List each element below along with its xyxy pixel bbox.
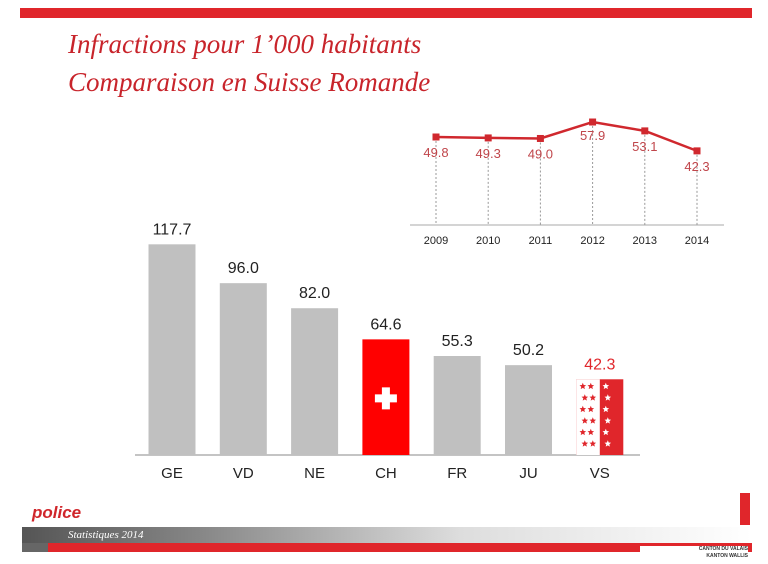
title-line-1: Infractions pour 1’000 habitants [68,29,422,59]
top-bar [20,8,752,18]
footer-dark-block [22,543,48,552]
canton-label: CANTON DU VALAIS KANTON WALLIS [640,546,748,560]
data-point [641,127,649,135]
data-point [484,134,492,142]
category-label: GE [161,465,183,482]
valais-star-icon [604,417,612,424]
data-point [432,133,440,141]
bar-NE [291,308,339,455]
title-line-2: Comparaison en Suisse Romande [68,67,431,97]
bar-FR [433,356,481,455]
bar-value-label: 82.0 [299,285,330,302]
data-point [536,134,544,142]
valais-star-icon [581,394,589,401]
data-point [693,147,701,155]
valais-star-icon [602,428,610,436]
bar-value-label: 64.6 [370,316,401,333]
valais-star-icon [587,382,595,390]
bar-value-label: 55.3 [442,333,473,350]
point-value-label: 53.1 [632,139,657,154]
valais-star-icon [589,417,597,424]
point-value-label: 57.9 [580,128,605,143]
year-label: 2011 [529,235,553,247]
footer-red-bar [48,543,752,552]
valais-star-icon [602,405,610,413]
valais-star-icon [604,440,612,447]
category-label: JU [519,465,537,482]
valais-star-icon [587,428,595,436]
trend-line [435,120,698,153]
footer-subtitle: Statistiques 2014 [68,529,144,541]
category-label: VS [590,465,610,482]
valais-star-icon [579,405,587,413]
bar-GE [148,244,196,455]
valais-white-half [576,379,600,455]
point-value-label: 42.3 [684,159,709,174]
valais-star-icon [589,394,597,401]
swiss-cross-icon [374,394,397,403]
valais-star-icon [587,405,595,413]
year-label: 2013 [633,235,657,247]
year-label: 2014 [685,235,709,247]
canton-line-2: KANTON WALLIS [706,553,748,559]
year-label: 2009 [424,235,448,247]
data-point [589,118,597,126]
point-value-label: 49.8 [423,145,448,160]
valais-star-icon [579,382,587,390]
footer-band [22,527,752,543]
bar-value-label: 117.7 [153,221,192,238]
valais-star-icon [602,382,610,390]
bar-value-label: 42.3 [584,356,615,373]
year-label: 2010 [476,235,500,247]
point-value-label: 49.0 [528,146,553,161]
valais-star-icon [581,440,589,447]
point-value-label: 49.3 [476,146,501,161]
bar-value-label: 96.0 [228,260,259,277]
category-label: FR [447,465,467,482]
category-label: NE [304,465,325,482]
category-label: VD [233,465,254,482]
valais-flag-icon [740,493,750,525]
bar-value-label: 50.2 [513,342,544,359]
bar-JU [505,365,552,455]
valais-star-icon [581,417,589,424]
bar-VD [219,283,267,455]
valais-star-icon [604,394,612,401]
police-logo: police [32,503,82,522]
valais-star-icon [579,428,587,436]
valais-star-icon [589,440,597,447]
category-label: CH [375,465,397,482]
year-label: 2012 [580,235,604,247]
canton-line-1: CANTON DU VALAIS [698,546,748,552]
